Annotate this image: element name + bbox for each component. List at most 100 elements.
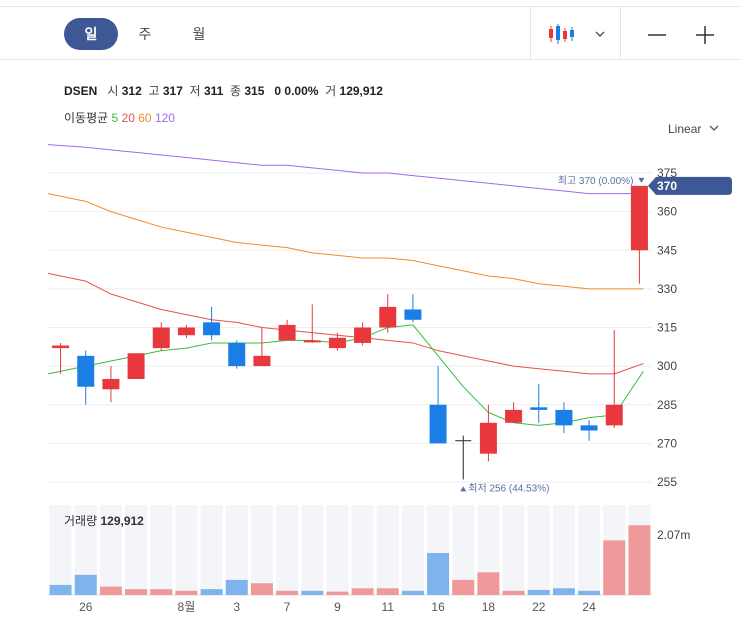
candle — [203, 306, 221, 341]
candle — [429, 366, 447, 444]
volume-bar-bg — [628, 505, 651, 595]
candle — [152, 322, 170, 351]
candle-body — [228, 342, 246, 367]
volume-bar-bg — [150, 505, 173, 595]
volume-bar-bg — [527, 505, 550, 595]
high-marker-arrow — [638, 177, 645, 183]
candle-body — [253, 355, 271, 367]
period-week-button[interactable]: 주 — [138, 26, 152, 42]
volume-bar-bg — [225, 505, 248, 595]
candle-body — [379, 306, 397, 328]
volume-bar — [427, 553, 450, 595]
ma-legend: 이동평균 5 20 60 120 — [64, 109, 175, 126]
ma120-line — [47, 144, 644, 195]
x-tick-label: 18 — [482, 600, 496, 614]
volume-bar — [250, 583, 273, 595]
volume-bar — [74, 574, 97, 595]
volume-bar-bg — [376, 505, 399, 595]
volume-bar-bg — [351, 505, 374, 595]
volume-bar-bg — [477, 505, 500, 595]
volume-bar-bg — [301, 505, 324, 595]
candle — [379, 294, 397, 333]
candle — [530, 384, 548, 423]
volume-bar — [628, 525, 651, 595]
candle-body — [102, 379, 120, 390]
x-tick-label: 16 — [431, 600, 445, 614]
candle-body — [580, 425, 598, 431]
y-tick-label: 345 — [657, 243, 677, 257]
change-value: 0 0.00% — [274, 84, 319, 98]
current-price-label: 370 — [657, 179, 677, 193]
x-tick-label: 9 — [334, 600, 341, 614]
volume-panel-label: 거래량 129,912 — [64, 512, 144, 529]
chevron-down-icon[interactable] — [594, 26, 606, 44]
x-tick-label: 24 — [582, 600, 596, 614]
y-tick-label: 300 — [657, 359, 677, 373]
candle-body — [354, 327, 372, 343]
ticker: DSEN — [64, 84, 98, 98]
volume-bar-bg — [452, 505, 475, 595]
volume-bar-bg — [427, 505, 450, 595]
candle-body — [127, 353, 145, 379]
volume-bar — [578, 590, 601, 595]
volume-bar — [200, 589, 223, 595]
volume-axis-label: 2.07m — [657, 528, 690, 542]
minus-icon[interactable] — [647, 25, 667, 50]
candle-body — [328, 337, 346, 349]
candle-body — [429, 404, 447, 444]
volume-bar — [603, 540, 626, 595]
candle-body — [152, 327, 170, 349]
volume-bar — [552, 588, 575, 595]
plus-icon[interactable] — [695, 25, 715, 50]
candle — [102, 366, 120, 403]
candle-body — [77, 355, 95, 387]
scale-mode-label: Linear — [668, 122, 702, 136]
volume-label: 거 — [325, 84, 337, 98]
ma5-legend: 5 — [111, 111, 119, 125]
volume-bar — [477, 572, 500, 595]
period-month-button[interactable]: 월 — [192, 26, 206, 42]
y-tick-label: 360 — [657, 205, 677, 219]
scale-dropdown[interactable]: Linear — [668, 122, 720, 136]
candle-body — [605, 404, 623, 426]
candle-body — [505, 409, 523, 423]
high-label: 고 — [148, 84, 160, 98]
volume-bar-bg — [552, 505, 575, 595]
x-tick-label: 22 — [532, 600, 546, 614]
candle — [455, 435, 472, 480]
period-day-button[interactable]: 일 — [64, 18, 118, 50]
candle — [505, 402, 523, 423]
candle-body — [479, 422, 497, 454]
candle — [77, 350, 95, 405]
toolbar-divider — [620, 7, 621, 59]
candle — [555, 402, 573, 434]
candle — [605, 330, 623, 428]
candle — [127, 353, 145, 379]
volume-panel-value: 129,912 — [100, 514, 144, 528]
ma-legend-label: 이동평균 — [64, 111, 109, 125]
volume-value: 129,912 — [339, 84, 383, 98]
y-tick-label: 315 — [657, 321, 677, 335]
open-label: 시 — [107, 84, 119, 98]
ma120-legend: 120 — [154, 111, 175, 125]
low-label: 저 — [189, 84, 201, 98]
candle — [303, 304, 321, 343]
candlestick-icon[interactable] — [548, 22, 576, 51]
candle-body — [278, 324, 296, 341]
close-value: 315 — [244, 84, 265, 98]
high-value: 317 — [162, 84, 183, 98]
current-price-tag — [648, 176, 732, 195]
volume-panel-title: 거래량 — [64, 514, 98, 528]
x-tick-label: 8월 — [178, 600, 196, 614]
candle — [52, 342, 70, 374]
ma20-legend: 20 — [121, 111, 135, 125]
candle — [580, 420, 598, 441]
x-tick-label: 26 — [79, 600, 93, 614]
volume-bar — [276, 590, 299, 595]
y-tick-label: 285 — [657, 398, 677, 412]
volume-bar — [301, 590, 324, 595]
x-tick-label: 11 — [382, 600, 395, 614]
volume-bar-bg — [276, 505, 299, 595]
toolbar-divider — [530, 7, 531, 59]
volume-bar-bg — [401, 505, 424, 595]
